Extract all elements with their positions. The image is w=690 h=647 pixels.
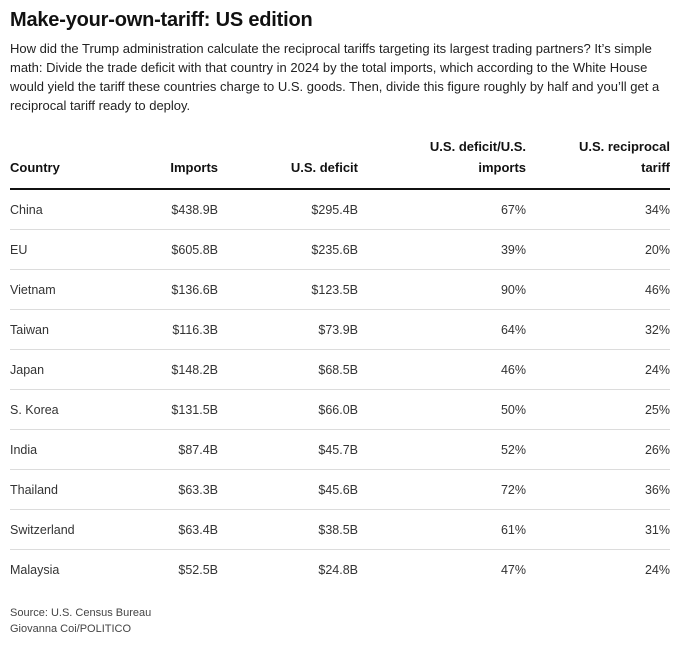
value-cell: 36% — [526, 469, 670, 510]
value-cell: 50% — [358, 389, 526, 430]
value-cell: $45.7B — [218, 429, 358, 470]
value-cell: $87.4B — [130, 429, 218, 470]
value-cell: $131.5B — [130, 389, 218, 430]
country-cell: Vietnam — [10, 269, 130, 310]
country-cell: EU — [10, 229, 130, 270]
value-cell: 32% — [526, 309, 670, 350]
value-cell: 34% — [526, 189, 670, 230]
value-cell: 46% — [358, 349, 526, 390]
value-cell: $24.8B — [318, 562, 358, 577]
value-cell: 25% — [526, 389, 670, 430]
chart-title: Make-your-own-tariff: US edition — [10, 9, 313, 31]
table-header-row: Country Imports U.S. deficit U.S. defici… — [10, 136, 670, 190]
value-cell: 24% — [644, 562, 670, 577]
country-cell: S. Korea — [10, 389, 130, 430]
value-cell: $68.5B — [218, 349, 358, 390]
table-row: China $438.9B $295.4B 67% 34% — [10, 189, 670, 230]
value-cell: 26% — [526, 429, 670, 470]
value-cell: $148.2B — [130, 349, 218, 390]
column-header: Imports — [130, 136, 218, 190]
column-header: Country — [10, 136, 130, 190]
value-cell: $66.0B — [218, 389, 358, 430]
value-cell: $38.5B — [218, 509, 358, 550]
value-cell: 39% — [358, 229, 526, 270]
table-row: EU $605.8B $235.6B 39% 20% — [10, 229, 670, 270]
value-cell: $52.5B — [178, 562, 218, 577]
value-cell: 52% — [358, 429, 526, 470]
column-header: U.S. deficit/U.S. imports — [358, 136, 526, 190]
table-body: China $438.9B $295.4B 67% 34% EU $605.8B $235.6… — [10, 189, 670, 589]
value-cell: $116.3B — [130, 309, 218, 350]
column-header: U.S. deficit — [218, 136, 358, 190]
country-cell: Switzerland — [10, 509, 130, 550]
chart-subtitle: How did the Trump administration calcula… — [10, 41, 660, 113]
credit-note: Giovanna Coi/POLITICO — [10, 623, 132, 635]
table-row: India $87.4B $45.7B 52% 26% — [10, 429, 670, 470]
tariff-table: Country Imports U.S. deficit U.S. defici… — [10, 136, 670, 589]
table-row: S. Korea $131.5B $66.0B 50% 25% — [10, 389, 670, 430]
value-cell: 24% — [526, 349, 670, 390]
table-row: Vietnam $136.6B $123.5B 90% 46% — [10, 269, 670, 310]
value-cell: $438.9B — [130, 189, 218, 230]
value-cell: $235.6B — [218, 229, 358, 270]
value-cell: 47% — [500, 562, 526, 577]
value-cell: $45.6B — [218, 469, 358, 510]
table-row: Taiwan $116.3B $73.9B 64% 32% — [10, 309, 670, 350]
value-cell: 72% — [358, 469, 526, 510]
value-cell: 64% — [358, 309, 526, 350]
value-cell: $295.4B — [218, 189, 358, 230]
value-cell: $123.5B — [218, 269, 358, 310]
column-header: U.S. reciprocal tariff — [526, 136, 670, 190]
table-row: Japan $148.2B $68.5B 46% 24% — [10, 349, 670, 390]
country-cell: Malaysia — [10, 562, 60, 577]
country-cell: China — [10, 189, 130, 230]
country-cell: Taiwan — [10, 309, 130, 350]
value-cell: $63.3B — [130, 469, 218, 510]
table-row: Malaysia $52.5B $24.8B 47% 24% — [10, 550, 670, 590]
value-cell: 20% — [526, 229, 670, 270]
chart-footer: Source: U.S. Census Bureau Giovanna Coi/… — [10, 605, 151, 637]
value-cell: 61% — [358, 509, 526, 550]
value-cell: 90% — [358, 269, 526, 310]
value-cell: $605.8B — [130, 229, 218, 270]
country-cell: Japan — [10, 349, 130, 390]
country-cell: India — [10, 429, 130, 470]
table-row: Switzerland $63.4B $38.5B 61% 31% — [10, 509, 670, 550]
value-cell: $136.6B — [130, 269, 218, 310]
source-note: Source: U.S. Census Bureau — [10, 607, 152, 619]
table-row: Thailand $63.3B $45.6B 72% 36% — [10, 469, 670, 510]
value-cell: 46% — [526, 269, 670, 310]
value-cell: $63.4B — [130, 509, 218, 550]
country-cell: Thailand — [10, 469, 130, 510]
value-cell: 67% — [358, 189, 526, 230]
chart-container: Make-your-own-tariff: US edition How did… — [10, 8, 670, 577]
value-cell: 31% — [526, 509, 670, 550]
value-cell: $73.9B — [218, 309, 358, 350]
